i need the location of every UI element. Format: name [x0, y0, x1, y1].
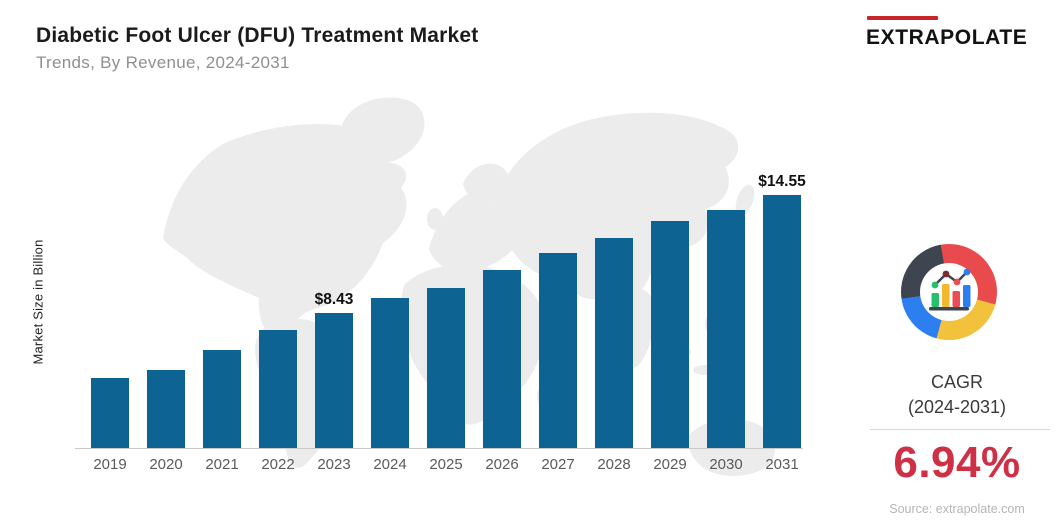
bar-2025 — [427, 288, 465, 448]
mini-dot-red — [953, 278, 961, 286]
x-tick-2028: 2028 — [597, 456, 631, 473]
world-map-background — [163, 97, 776, 476]
mini-dot-green — [931, 281, 939, 289]
x-tick-2022: 2022 — [261, 456, 295, 473]
bar-2031 — [763, 195, 801, 448]
mini-trend-line — [933, 270, 969, 287]
mini-bar-blue — [963, 285, 971, 307]
map-japan — [735, 184, 755, 216]
page-title: Diabetic Foot Ulcer (DFU) Treatment Mark… — [36, 24, 479, 47]
x-tick-2030: 2030 — [709, 456, 743, 473]
x-tick-2027: 2027 — [541, 456, 575, 473]
mini-dot-blue — [963, 268, 971, 276]
donut-chart-icon — [901, 244, 997, 340]
x-tick-2029: 2029 — [653, 456, 687, 473]
brand-name: EXTRAPOLATE — [866, 26, 1028, 49]
x-tick-2024: 2024 — [373, 456, 407, 473]
x-tick-2026: 2026 — [485, 456, 519, 473]
bar-2021 — [203, 350, 241, 448]
bar-2019 — [91, 378, 129, 448]
x-tick-2025: 2025 — [429, 456, 463, 473]
page-subtitle: Trends, By Revenue, 2024-2031 — [36, 53, 290, 72]
x-tick-2031: 2031 — [765, 456, 799, 473]
bar-2030 — [707, 210, 745, 448]
x-axis-line — [75, 448, 803, 449]
data-label-2023: $8.43 — [314, 291, 354, 308]
x-tick-2019: 2019 — [93, 456, 127, 473]
bar-2020 — [147, 370, 185, 448]
bar-2022 — [259, 330, 297, 448]
x-tick-2020: 2020 — [149, 456, 183, 473]
bar-2028 — [595, 238, 633, 448]
brand-accent-line — [867, 16, 938, 20]
map-uk — [427, 208, 443, 230]
cagr-label: CAGR — [930, 372, 983, 392]
mini-bar-chart-icon — [929, 268, 971, 311]
divider-line — [870, 429, 1050, 430]
map-greenland — [340, 97, 425, 165]
brand-logo: EXTRAPOLATE — [866, 16, 1038, 50]
x-tick-2021: 2021 — [205, 456, 239, 473]
map-scandinavia — [463, 163, 510, 205]
data-label-2031: $14.55 — [758, 173, 806, 190]
mini-bar-green — [931, 293, 939, 307]
mini-bar-red — [952, 291, 960, 307]
bar-2024 — [371, 298, 409, 448]
mini-dot-peak — [942, 270, 950, 278]
bar-2026 — [483, 270, 521, 448]
mini-bar-yellow — [942, 284, 950, 307]
bar-2027 — [539, 253, 577, 448]
x-tick-2023: 2023 — [317, 456, 351, 473]
bar-2023 — [315, 313, 353, 448]
source-credit: Source: extrapolate.com — [889, 502, 1025, 516]
map-north-america — [163, 123, 407, 350]
cagr-period: (2024-2031) — [907, 397, 1007, 417]
mini-baseline — [929, 307, 969, 311]
cagr-value: 6.94% — [893, 438, 1021, 487]
bar-2029 — [651, 221, 689, 448]
